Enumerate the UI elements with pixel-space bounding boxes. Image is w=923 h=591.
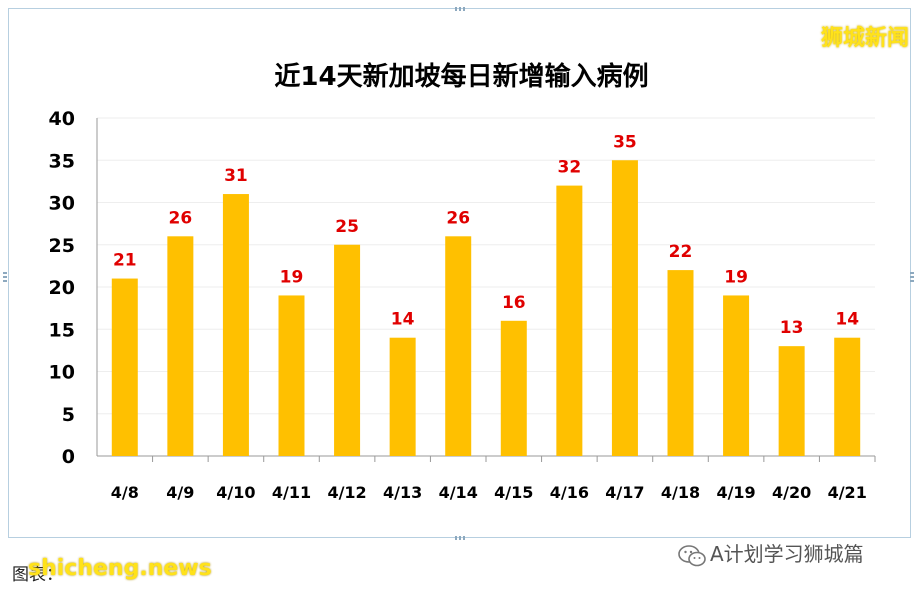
chart-title: 近14天新加坡每日新增输入病例 <box>274 62 649 92</box>
x-tick-label: 4/16 <box>550 483 589 502</box>
data-label: 26 <box>446 208 470 228</box>
resize-handle-left[interactable] <box>3 270 7 282</box>
bar <box>389 337 416 456</box>
x-tick-label: 4/17 <box>605 483 644 502</box>
bar <box>556 185 583 456</box>
wechat-account: A计划学习狮城篇 <box>678 538 864 567</box>
source-caption: 图表： <box>12 565 63 585</box>
bar <box>167 236 194 456</box>
resize-handle-top[interactable] <box>455 7 467 11</box>
x-tick-label: 4/12 <box>327 483 366 502</box>
wechat-account-name: A计划学习狮城篇 <box>710 542 864 566</box>
data-label: 16 <box>502 293 526 313</box>
x-tick-label: 4/14 <box>439 483 478 502</box>
wechat-icon <box>678 544 706 566</box>
x-tick-label: 4/20 <box>772 483 811 502</box>
brand-logo-text: 狮城新闻 <box>820 26 909 51</box>
data-label: 26 <box>169 208 193 228</box>
site-watermark: shicheng.news <box>28 556 212 581</box>
data-label: 14 <box>391 310 415 330</box>
data-label: 25 <box>335 217 359 237</box>
x-tick-label: 4/11 <box>272 483 311 502</box>
resize-handle-right[interactable] <box>910 270 914 282</box>
y-tick-label: 40 <box>49 108 75 130</box>
x-tick-label: 4/8 <box>111 483 139 502</box>
bar <box>334 244 361 456</box>
x-tick-label: 4/19 <box>716 483 755 502</box>
x-tick-label: 4/18 <box>661 483 700 502</box>
data-label: 21 <box>113 251 137 271</box>
y-tick-label: 15 <box>49 319 75 341</box>
data-label: 32 <box>558 158 582 178</box>
bar <box>278 295 305 456</box>
bar <box>834 337 861 456</box>
data-label: 19 <box>280 267 304 287</box>
bar <box>445 236 472 456</box>
y-tick-label: 25 <box>49 235 75 257</box>
x-tick-label: 4/13 <box>383 483 422 502</box>
y-tick-label: 5 <box>62 404 75 426</box>
data-label: 13 <box>780 318 804 338</box>
y-tick-label: 20 <box>49 277 75 299</box>
x-tick-label: 4/9 <box>166 483 194 502</box>
x-tick-label: 4/10 <box>216 483 255 502</box>
y-tick-label: 0 <box>62 446 75 468</box>
bar <box>667 270 694 456</box>
data-label: 35 <box>613 132 637 152</box>
x-tick-label: 4/21 <box>828 483 867 502</box>
data-label: 19 <box>724 267 748 287</box>
data-label: 14 <box>835 310 859 330</box>
bar <box>222 194 249 457</box>
bar <box>611 160 638 456</box>
bar <box>778 346 805 456</box>
y-tick-label: 10 <box>49 362 75 384</box>
y-tick-label: 30 <box>49 193 75 215</box>
bar <box>723 295 750 456</box>
data-label: 31 <box>224 166 248 186</box>
x-tick-label: 4/15 <box>494 483 533 502</box>
y-tick-label: 35 <box>49 150 75 172</box>
data-label: 22 <box>669 242 693 262</box>
bar <box>111 278 138 456</box>
bar <box>500 320 527 456</box>
resize-handle-bottom[interactable] <box>455 536 467 540</box>
